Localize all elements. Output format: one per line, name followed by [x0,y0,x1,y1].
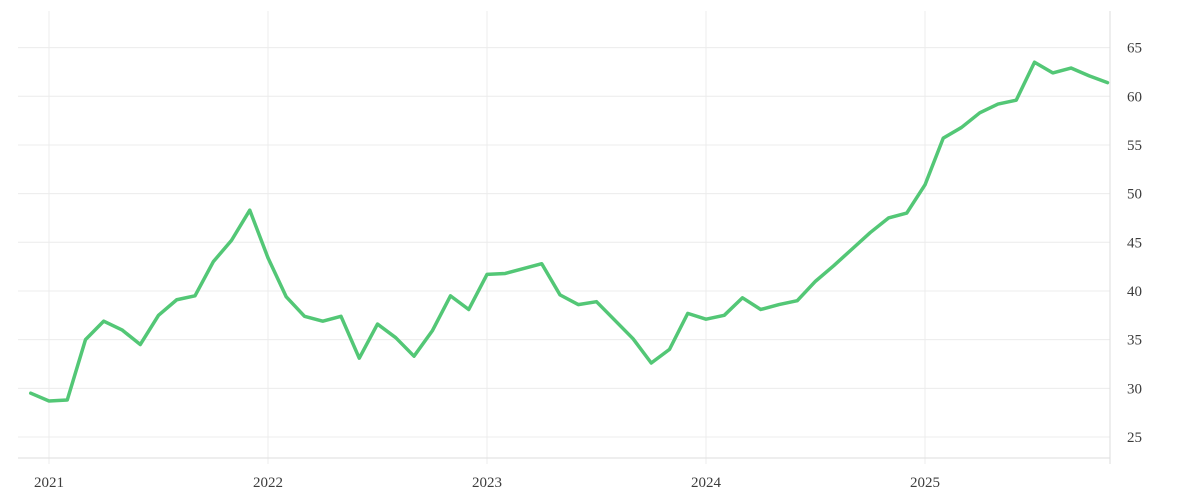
y-axis-tick-label: 65 [1127,41,1142,57]
data-series-line [29,60,1110,403]
y-axis-tick-label: 30 [1127,381,1142,397]
y-axis-tick-label: 60 [1127,89,1142,105]
y-axis-tick-label: 55 [1127,138,1142,154]
x-axis-tick-label: 2025 [910,475,940,491]
y-axis-tick-label: 40 [1127,284,1142,300]
y-axis-tick-label: 25 [1127,430,1142,446]
x-axis-tick-label: 2022 [253,475,283,491]
y-axis-tick-label: 35 [1127,333,1142,349]
y-axis-tick-label: 45 [1127,235,1142,251]
x-axis-tick-label: 2021 [34,475,64,491]
y-axis-tick-label: 50 [1127,187,1142,203]
x-axis-tick-label: 2023 [472,475,502,491]
x-axis-tick-label: 2024 [691,475,722,491]
